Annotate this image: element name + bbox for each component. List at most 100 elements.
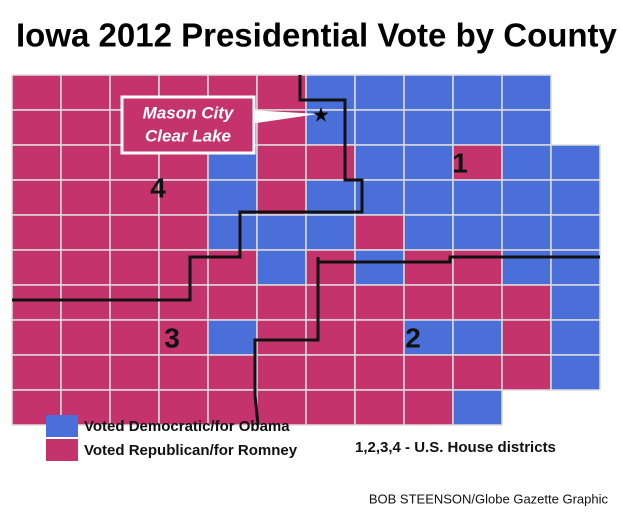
district-number: 2 <box>405 322 421 353</box>
county <box>550 319 601 356</box>
county <box>11 179 62 216</box>
note: 1,2,3,4 - U.S. House districts <box>355 439 556 456</box>
title: Iowa 2012 Presidential Vote by County <box>16 17 618 54</box>
county <box>60 74 111 111</box>
county <box>354 109 405 146</box>
legend-swatch <box>46 439 78 461</box>
district-lines <box>12 75 600 426</box>
county <box>452 109 503 146</box>
county <box>256 144 307 181</box>
county <box>354 249 405 286</box>
district-number: 3 <box>164 322 180 353</box>
county <box>452 389 503 426</box>
county <box>550 179 601 216</box>
county <box>60 144 111 181</box>
legend-label: Voted Republican/for Romney <box>84 442 298 459</box>
county <box>501 74 552 111</box>
county <box>109 214 160 251</box>
county <box>207 249 258 286</box>
county <box>158 319 209 356</box>
county <box>501 249 552 286</box>
counties <box>11 74 601 426</box>
county <box>60 354 111 391</box>
county <box>207 284 258 321</box>
county <box>550 284 601 321</box>
county <box>60 284 111 321</box>
county <box>11 284 62 321</box>
credit: BOB STEENSON/Globe Gazette Graphic <box>369 491 609 506</box>
county <box>403 179 454 216</box>
county <box>501 144 552 181</box>
county <box>501 214 552 251</box>
county <box>109 249 160 286</box>
county <box>158 389 209 426</box>
county <box>354 144 405 181</box>
county <box>256 319 307 356</box>
county <box>109 389 160 426</box>
county <box>305 319 356 356</box>
county <box>501 109 552 146</box>
county <box>305 179 356 216</box>
county <box>550 354 601 391</box>
district-number: 4 <box>150 172 166 203</box>
county <box>256 179 307 216</box>
county <box>207 319 258 356</box>
county <box>207 179 258 216</box>
district-number: 1 <box>452 147 468 178</box>
county <box>501 284 552 321</box>
county <box>11 109 62 146</box>
county <box>109 354 160 391</box>
district-boundary <box>253 257 320 426</box>
county <box>305 249 356 286</box>
county <box>305 109 356 146</box>
county <box>60 319 111 356</box>
county <box>11 319 62 356</box>
county <box>109 284 160 321</box>
county <box>207 214 258 251</box>
county <box>158 179 209 216</box>
district-boundary <box>12 75 364 302</box>
county <box>158 354 209 391</box>
county <box>60 179 111 216</box>
county <box>354 319 405 356</box>
credit-strip <box>0 486 620 514</box>
county <box>452 214 503 251</box>
county <box>501 319 552 356</box>
county <box>403 354 454 391</box>
county <box>403 74 454 111</box>
county <box>452 249 503 286</box>
county <box>354 74 405 111</box>
district-labels: 1 2 3 4 <box>150 147 468 353</box>
district-boundary <box>318 255 600 264</box>
county <box>452 179 503 216</box>
county <box>11 354 62 391</box>
county <box>207 389 258 426</box>
legend: Voted Democratic/for Obama Voted Republic… <box>46 415 298 461</box>
county <box>207 354 258 391</box>
legend-label: Voted Democratic/for Obama <box>84 418 290 435</box>
county <box>550 214 601 251</box>
county <box>354 389 405 426</box>
county <box>354 284 405 321</box>
county <box>403 249 454 286</box>
county <box>403 109 454 146</box>
county <box>452 319 503 356</box>
county <box>256 214 307 251</box>
county <box>403 284 454 321</box>
county <box>354 354 405 391</box>
county <box>60 214 111 251</box>
county <box>452 144 503 181</box>
county <box>305 144 356 181</box>
county <box>452 354 503 391</box>
callout-line: Clear Lake <box>145 126 231 145</box>
county <box>158 284 209 321</box>
county <box>256 284 307 321</box>
county <box>305 284 356 321</box>
county <box>501 354 552 391</box>
county <box>452 74 503 111</box>
county <box>305 354 356 391</box>
county <box>158 214 209 251</box>
county <box>550 144 601 181</box>
callout-box <box>120 95 256 155</box>
